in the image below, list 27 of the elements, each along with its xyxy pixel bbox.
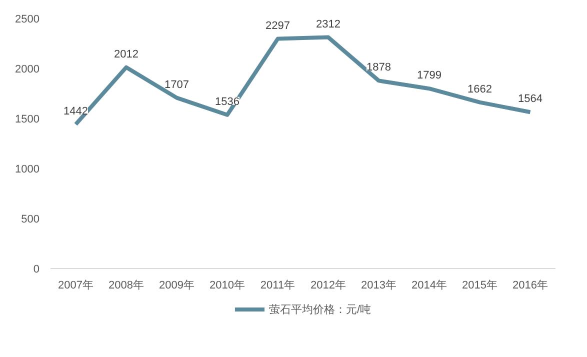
data-label: 1878 xyxy=(366,62,391,74)
data-label: 1564 xyxy=(518,93,542,106)
y-tick-label: 2500 xyxy=(15,14,40,26)
data-label: 1707 xyxy=(164,78,189,91)
x-tick-label: 2011年 xyxy=(260,280,296,292)
x-tick-label: 2008年 xyxy=(108,280,144,292)
data-label: 1536 xyxy=(215,96,240,108)
data-label: 2297 xyxy=(266,20,290,32)
data-label: 1662 xyxy=(468,83,492,96)
y-tick-label: 0 xyxy=(33,264,40,276)
x-tick-label: 2009年 xyxy=(159,280,194,292)
data-label: 1442 xyxy=(64,105,88,118)
x-tick-label: 2014年 xyxy=(412,280,447,292)
y-tick-label: 2000 xyxy=(15,64,40,76)
y-tick-label: 1500 xyxy=(15,114,40,126)
data-label: 2012 xyxy=(114,48,138,60)
legend-label: 萤石平均价格：元/吨 xyxy=(268,302,372,316)
x-tick-label: 2015年 xyxy=(462,280,498,292)
x-tick-label: 2012年 xyxy=(310,280,346,292)
x-tick-label: 2013年 xyxy=(361,280,396,292)
data-label: 2312 xyxy=(316,18,340,30)
x-tick-label: 2007年 xyxy=(58,280,94,292)
y-tick-label: 1000 xyxy=(15,164,40,176)
y-tick-label: 500 xyxy=(21,214,40,226)
data-label: 1799 xyxy=(417,70,442,82)
x-tick-label: 2016年 xyxy=(512,280,548,292)
x-tick-label: 2010年 xyxy=(210,280,245,292)
